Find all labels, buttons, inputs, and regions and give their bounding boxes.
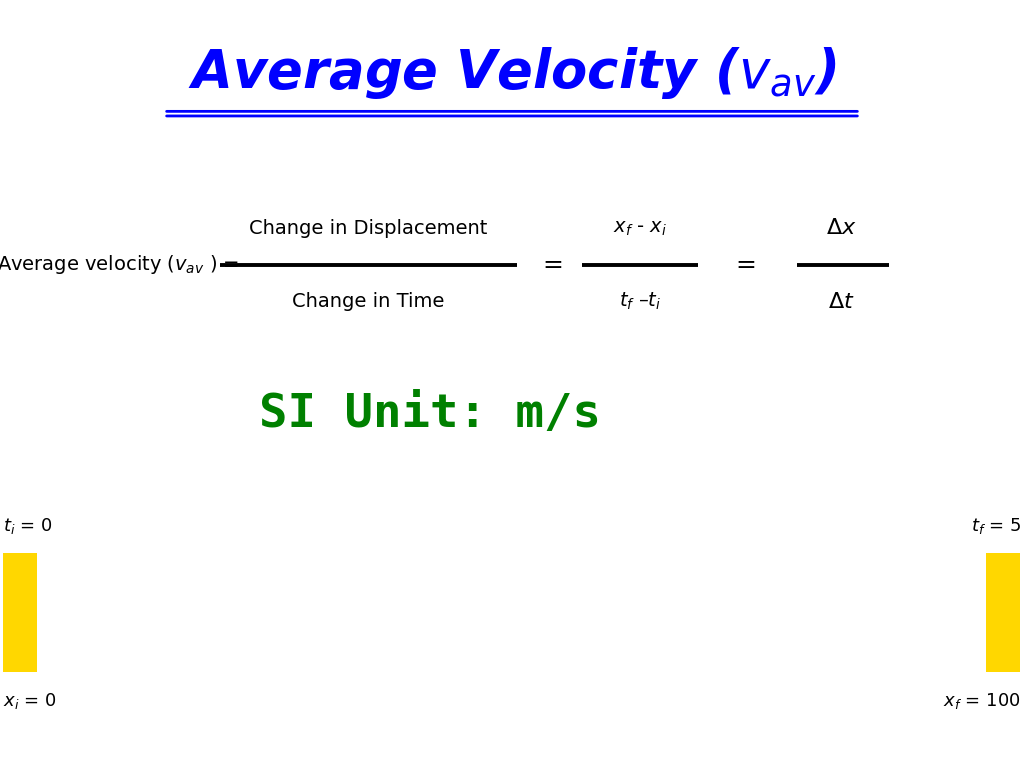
Text: $\Delta x$: $\Delta x$	[826, 218, 857, 238]
Text: $x_f$ = 100: $x_f$ = 100	[943, 691, 1021, 711]
Text: $x_f$ - $x_i$: $x_f$ - $x_i$	[613, 219, 667, 237]
Text: =: =	[735, 253, 756, 277]
Text: =: =	[543, 253, 563, 277]
Text: Change in Displacement: Change in Displacement	[250, 219, 487, 237]
Text: $x_i$ = 0: $x_i$ = 0	[3, 691, 56, 711]
Text: $t_f$ –$t_i$: $t_f$ –$t_i$	[618, 291, 662, 313]
Bar	[986, 553, 1020, 672]
Bar	[3, 553, 37, 672]
Text: $\Delta t$: $\Delta t$	[828, 292, 855, 312]
Text: Average Velocity ($v_{av}$): Average Velocity ($v_{av}$)	[187, 45, 837, 101]
Text: $t_f$ = 5: $t_f$ = 5	[971, 516, 1021, 536]
Text: Average velocity ($v_{av}$ ) =: Average velocity ($v_{av}$ ) =	[0, 253, 239, 276]
Text: $t_i$ = 0: $t_i$ = 0	[3, 516, 52, 536]
Text: Change in Time: Change in Time	[293, 293, 444, 311]
Text: SI Unit: m/s: SI Unit: m/s	[259, 392, 601, 437]
